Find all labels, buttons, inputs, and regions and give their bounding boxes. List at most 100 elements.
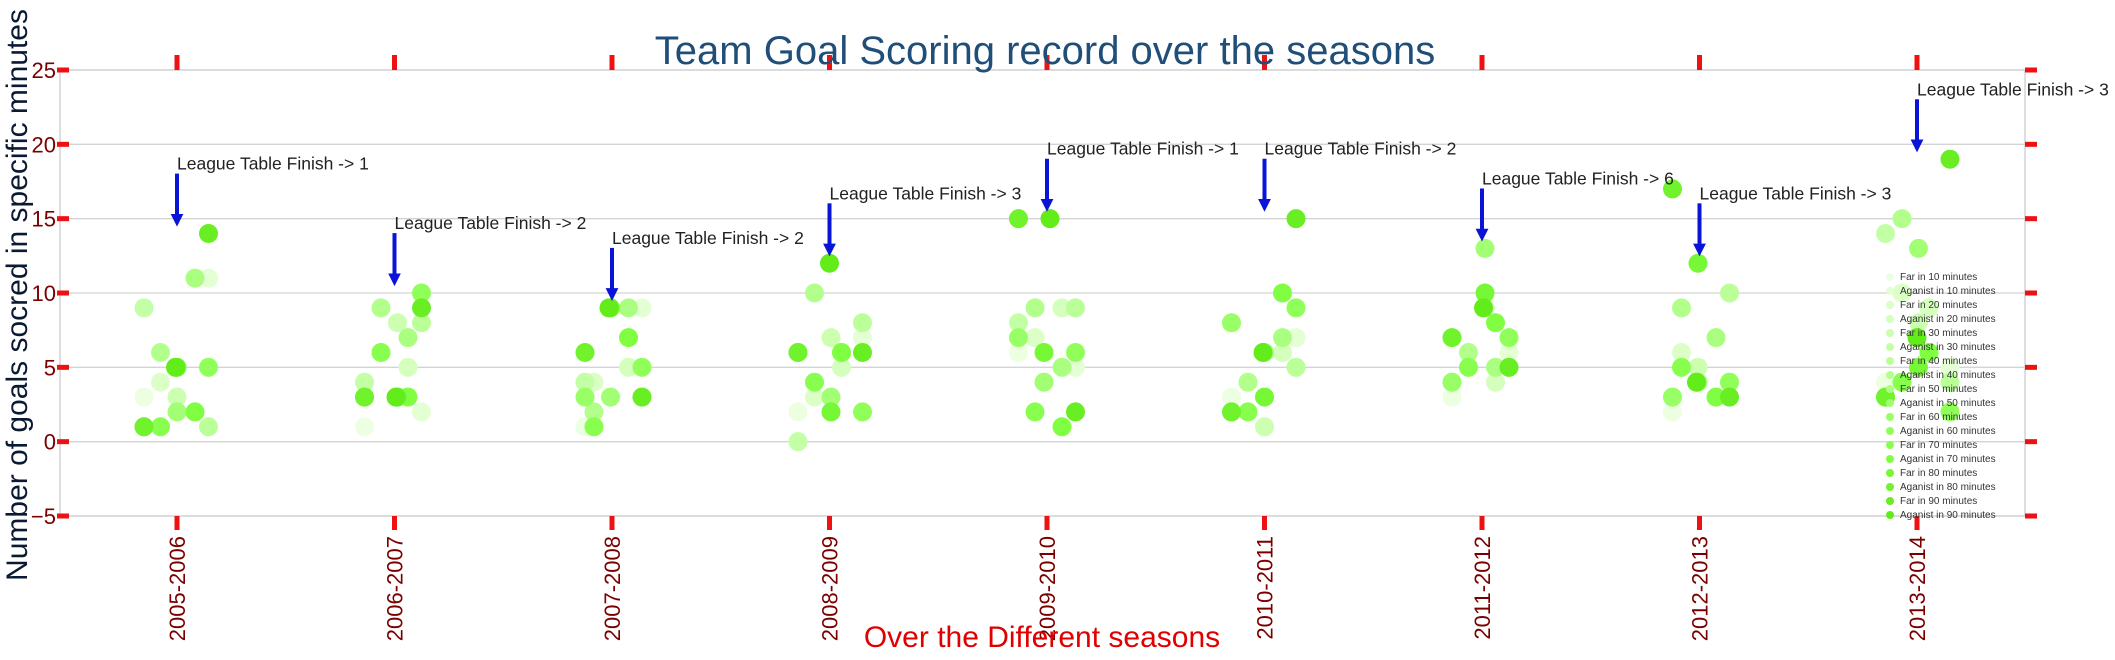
annotation-label: League Table Finish -> 2 <box>1265 139 1457 159</box>
x-tick-label: 2013-2014 <box>1905 536 1930 641</box>
x-tick-label: 2010-2011 <box>1253 536 1278 640</box>
data-point <box>1286 209 1306 229</box>
legend-label: Far in 50 minutes <box>1900 384 1977 395</box>
x-tick-label: 2008-2009 <box>818 536 843 641</box>
legend-marker <box>1886 385 1894 393</box>
data-point <box>1688 253 1708 273</box>
data-point <box>1025 402 1045 422</box>
data-point <box>1892 283 1912 303</box>
data-point <box>1720 283 1739 303</box>
data-point <box>1442 328 1462 348</box>
data-point <box>821 387 841 407</box>
y-tick-label: 20 <box>32 132 56 157</box>
data-point <box>1273 283 1292 303</box>
legend-label: Aganist in 50 minutes <box>1900 398 1996 409</box>
annotation-label: League Table Finish -> 1 <box>1047 139 1239 159</box>
data-point <box>1940 149 1960 169</box>
data-point <box>853 402 872 422</box>
legend-label: Far in 40 minutes <box>1900 356 1977 367</box>
data-point <box>1009 209 1028 229</box>
legend-label: Far in 80 minutes <box>1900 468 1977 479</box>
chart-title: Team Goal Scoring record over the season… <box>655 29 1435 73</box>
data-point <box>1940 372 1960 392</box>
y-tick-label: 5 <box>44 355 56 380</box>
legend-marker <box>1886 441 1894 449</box>
data-points <box>134 149 1960 452</box>
x-tick-label: 2011-2012 <box>1470 536 1495 640</box>
data-point <box>199 357 218 377</box>
data-point <box>1034 372 1054 392</box>
data-point <box>1222 313 1241 333</box>
data-point <box>788 402 808 422</box>
data-point <box>1940 402 1960 422</box>
legend-marker <box>1886 455 1894 463</box>
data-point <box>805 283 824 303</box>
y-tick-label: 15 <box>32 207 56 232</box>
data-point <box>1255 417 1274 437</box>
data-point <box>1876 224 1895 244</box>
data-point <box>199 224 218 244</box>
data-point <box>355 417 374 437</box>
legend-label: Aganist in 40 minutes <box>1900 370 1996 381</box>
data-point <box>355 387 374 407</box>
data-point <box>398 328 418 348</box>
x-tick-label: 2012-2013 <box>1688 536 1713 641</box>
x-tick-label: 2006-2007 <box>383 536 408 641</box>
legend-label: Aganist in 90 minutes <box>1900 510 1996 521</box>
data-point <box>1025 298 1045 318</box>
data-point <box>1672 298 1691 318</box>
data-point <box>1066 357 1085 377</box>
data-point <box>1940 357 1960 377</box>
data-point <box>1909 238 1928 258</box>
data-point <box>1720 372 1739 392</box>
legend-label: Far in 70 minutes <box>1900 440 1977 451</box>
data-point <box>1687 372 1706 392</box>
data-point <box>820 253 839 273</box>
annotations: League Table Finish -> 1 League Table Fin… <box>170 79 2109 301</box>
data-point <box>1475 283 1495 303</box>
data-point <box>832 357 851 377</box>
data-point <box>1255 387 1274 407</box>
data-point <box>788 342 808 362</box>
data-point <box>1066 342 1085 362</box>
data-point <box>1286 357 1306 377</box>
data-point <box>412 402 431 422</box>
data-point <box>412 283 431 303</box>
data-point <box>821 402 841 422</box>
data-point <box>584 402 604 422</box>
legend-marker <box>1886 497 1894 505</box>
legend-marker <box>1886 301 1894 309</box>
data-point <box>1442 387 1462 407</box>
data-point <box>1459 357 1478 377</box>
data-point <box>632 387 652 407</box>
x-axis-label: Over the Different seasons <box>864 621 1220 654</box>
data-point <box>388 313 407 333</box>
data-point <box>575 342 595 362</box>
y-tick-label: 10 <box>32 281 56 306</box>
data-point <box>1706 387 1726 407</box>
data-point <box>805 372 824 392</box>
data-point <box>134 298 154 318</box>
data-point <box>1499 342 1519 362</box>
data-point <box>185 268 205 288</box>
data-point <box>386 387 406 407</box>
data-point <box>853 342 872 362</box>
legend-marker <box>1886 427 1894 435</box>
data-point <box>1222 387 1241 407</box>
data-point <box>398 357 418 377</box>
y-tick-label: 0 <box>44 430 56 455</box>
data-point <box>1499 357 1519 377</box>
x-tick-label: 2009-2010 <box>1035 536 1060 641</box>
legend-marker <box>1886 371 1894 379</box>
data-point <box>599 298 619 318</box>
data-point <box>1892 209 1912 229</box>
data-point <box>371 298 391 318</box>
data-point <box>185 402 205 422</box>
data-point <box>788 432 808 452</box>
data-point <box>1919 342 1939 362</box>
data-point <box>151 342 170 362</box>
data-point <box>1499 328 1519 348</box>
x-tick-label: 2007-2008 <box>600 536 625 641</box>
data-point <box>167 387 187 407</box>
